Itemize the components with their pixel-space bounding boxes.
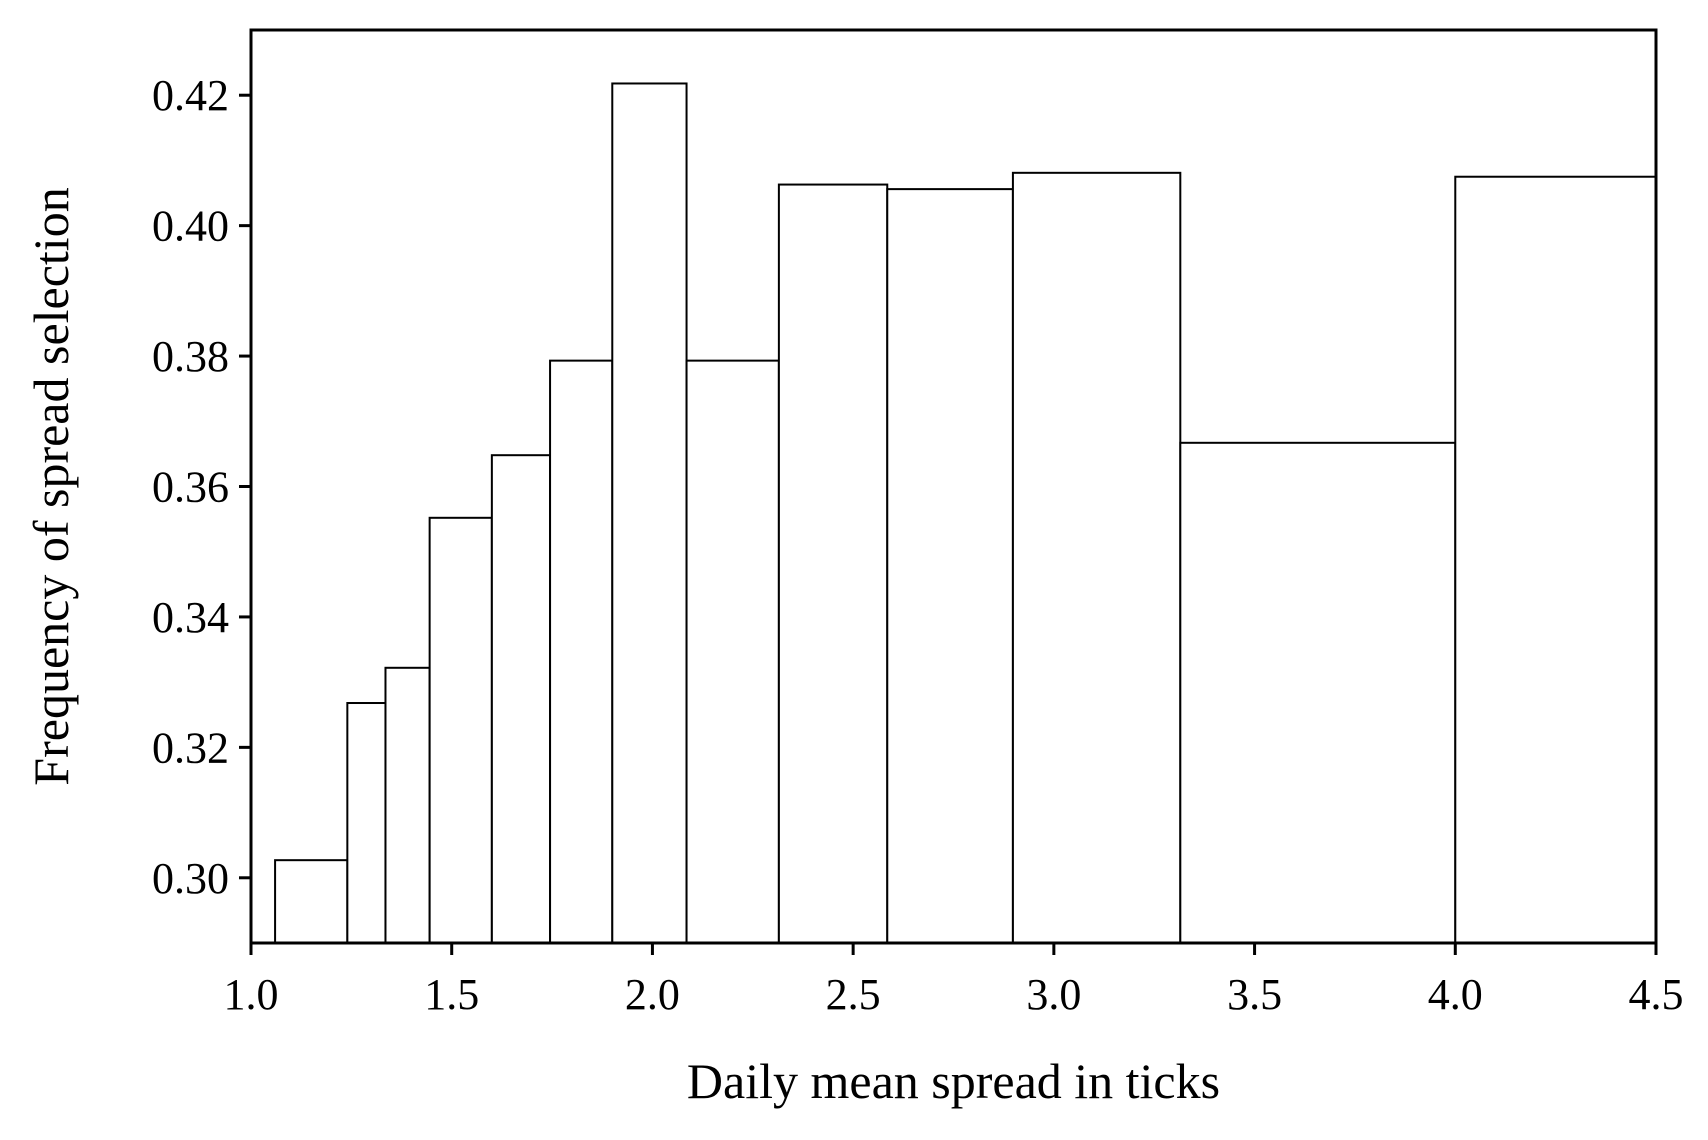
x-tick-label-6: 4.0 [1428,970,1483,1019]
bars-group [274,82,1658,945]
histogram-bar-7 [685,359,780,944]
axes-group: 1.0 1.5 2.0 2.5 3.0 3.5 4.0 4.5 0.30 0.32 0.34 0.36… [152,28,1684,1019]
histogram-bar-0 [274,859,349,944]
histogram-bar-6 [611,82,688,945]
y-tick-label-2: 0.34 [152,593,229,642]
histogram-bar-12 [1454,175,1658,945]
y-tick-label-5: 0.40 [152,202,229,251]
y-tick-label-3: 0.36 [152,463,229,512]
x-tick-label-3: 2.5 [826,970,881,1019]
histogram-bar-8 [777,183,889,944]
histogram-bar-9 [886,188,1014,944]
histogram-bar-1 [346,702,387,944]
x-axis-title: Daily mean spread in ticks [687,1053,1220,1109]
x-tick-label-0: 1.0 [224,970,279,1019]
histogram-bar-2 [384,666,431,944]
y-tick-label-0: 0.30 [152,854,229,903]
y-axis-title: Frequency of spread selection [23,187,79,785]
x-tick-label-2: 2.0 [625,970,680,1019]
histogram-bar-11 [1179,441,1457,944]
x-tick-label-7: 4.5 [1629,970,1684,1019]
histogram-bar-5 [549,359,614,944]
y-tick-label-1: 0.32 [152,723,229,772]
histogram-bar-3 [428,516,493,944]
x-tick-label-4: 3.0 [1026,970,1081,1019]
x-tick-label-1: 1.5 [424,970,479,1019]
y-tick-label-6: 0.42 [152,71,229,120]
histogram-bar-4 [490,454,552,944]
histogram-bar-10 [1011,171,1182,945]
y-tick-label-4: 0.38 [152,332,229,381]
x-tick-label-5: 3.5 [1227,970,1282,1019]
